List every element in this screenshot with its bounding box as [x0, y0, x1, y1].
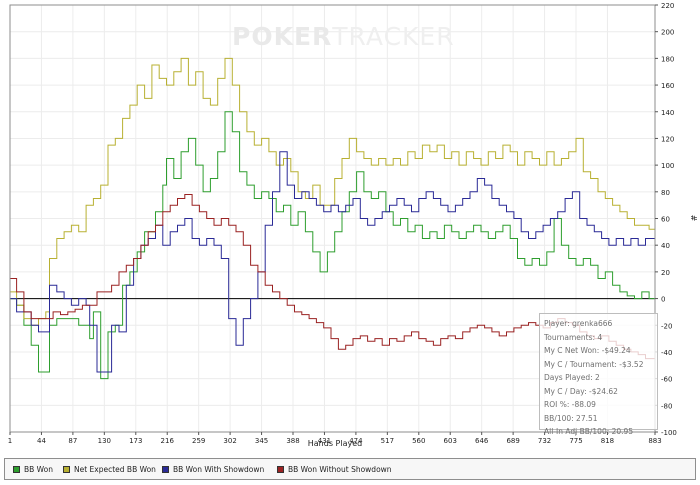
x-tick-label: 259: [192, 437, 205, 445]
legend-swatch: [13, 466, 20, 473]
chart-legend: BB Won Net Expected BB Won BB Won With Sho…: [4, 458, 696, 480]
x-tick-label: 517: [381, 437, 394, 445]
x-tick-label: 603: [444, 437, 457, 445]
y-axis-ticks: 220200180160140120100806040200-20-40-60-…: [655, 2, 677, 437]
legend-label: BB Won With Showdown: [173, 465, 265, 474]
legend-item: Net Expected BB Won: [63, 465, 156, 474]
x-tick-label: 87: [68, 437, 77, 445]
x-tick-label: 1: [8, 437, 12, 445]
player-stats-box: Player: grenka666 Tournaments: 4 My C Net …: [539, 313, 658, 436]
x-tick-label: 560: [412, 437, 425, 445]
series-line-bb-won-with-showdown: [10, 151, 656, 373]
legend-item: BB Won With Showdown: [162, 465, 264, 474]
y-tick-label: 180: [661, 55, 674, 63]
y-tick-label: 0: [661, 296, 665, 304]
y-tick-label: 60: [661, 216, 670, 224]
x-tick-label: 474: [349, 437, 363, 445]
legend-swatch: [277, 466, 284, 473]
x-tick-label: 44: [37, 437, 46, 445]
y-tick-label: -20: [661, 322, 672, 330]
x-tick-label: 216: [161, 437, 175, 445]
y-tick-label: 40: [661, 242, 670, 250]
stat-line: My C / Day: -$24.62: [544, 386, 618, 396]
x-tick-label: 646: [475, 437, 489, 445]
x-tick-label: 173: [129, 437, 142, 445]
legend-label: BB Won: [24, 465, 53, 474]
x-tick-label: 818: [601, 437, 614, 445]
legend-swatch: [162, 466, 169, 473]
x-tick-label: 689: [506, 437, 519, 445]
y-tick-label: 200: [661, 29, 674, 37]
stat-line: ROI %: -88.09: [544, 400, 596, 409]
pokertracker-watermark: POKERTRACKER: [232, 22, 455, 51]
legend-swatch: [63, 466, 70, 473]
x-tick-label: 883: [648, 437, 661, 445]
stat-line: Tournaments: 4: [544, 332, 603, 342]
y-tick-label: 100: [661, 162, 674, 170]
x-tick-label: 302: [223, 437, 236, 445]
y-tick-label: 160: [661, 82, 674, 90]
x-tick-label: 431: [318, 437, 331, 445]
x-tick-label: 345: [255, 437, 268, 445]
x-axis-ticks: 1 44 87 130 173 216 259 302 345 388 431 474 517 560 60…: [8, 432, 662, 445]
stat-line: My C / Tournament: -$3.52: [544, 359, 644, 369]
y-tick-label: 80: [661, 189, 670, 197]
legend-item: BB Won: [13, 465, 53, 474]
y-tick-label: 120: [661, 135, 674, 143]
y-tick-label: -80: [661, 402, 672, 410]
y-tick-label: -40: [661, 349, 672, 357]
y-tick-label: 140: [661, 109, 674, 117]
y-tick-label: -100: [661, 429, 677, 437]
x-tick-label: 732: [538, 437, 551, 445]
legend-item: BB Won Without Showdown: [277, 465, 392, 474]
x-tick-label: 775: [569, 437, 582, 445]
stat-line: Days Played: 2: [544, 373, 600, 382]
legend-label: Net Expected BB Won: [74, 465, 156, 474]
stat-line: Player: grenka666: [544, 319, 613, 328]
legend-label: BB Won Without Showdown: [288, 465, 392, 474]
y-axis-label: #: [689, 215, 698, 222]
stat-line: BB/100: 27.51: [544, 413, 598, 423]
y-tick-label: -60: [661, 376, 672, 384]
stat-line: All-In Adj BB/100: 20.95: [544, 427, 634, 436]
x-axis-label: Hands Played: [308, 439, 362, 448]
x-tick-label: 388: [286, 437, 299, 445]
x-tick-label: 130: [98, 437, 111, 445]
y-tick-label: 220: [661, 2, 674, 10]
stat-line: My C Net Won: -$49.24: [544, 346, 631, 355]
y-tick-label: 20: [661, 269, 670, 277]
